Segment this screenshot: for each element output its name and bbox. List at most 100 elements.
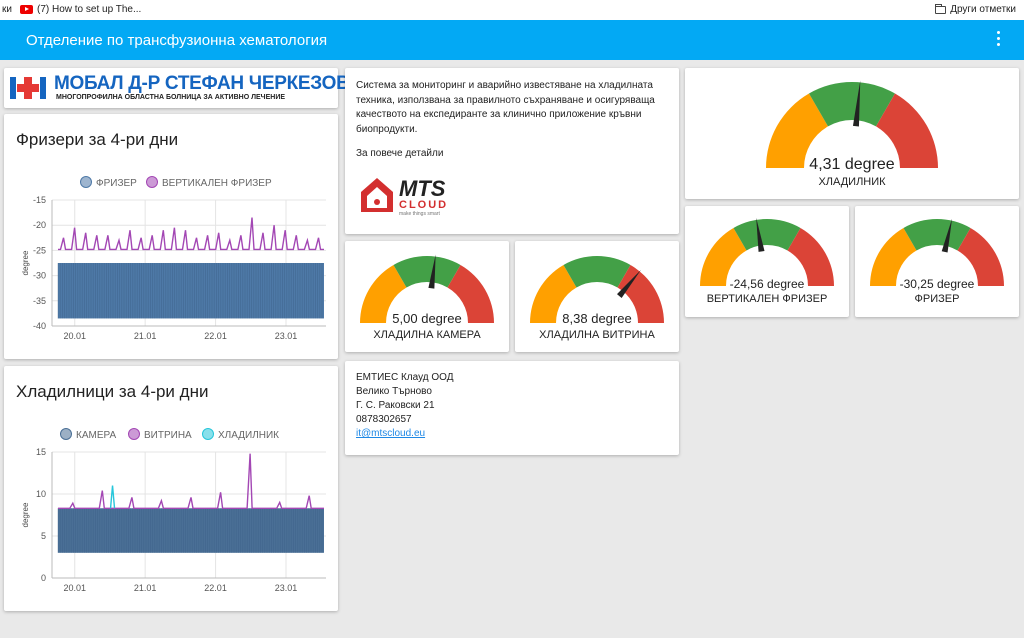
gauge-needle [428, 254, 436, 289]
gauge-segment-high [447, 264, 494, 323]
mts-brand-main: MTS [399, 176, 446, 201]
company-city: Велико Търново [356, 386, 432, 397]
gauge-needle [941, 218, 953, 253]
gauge-segment-mid [563, 256, 631, 288]
gauge-value: 4,31 degree [809, 156, 895, 173]
x-tick-label: 20.01 [63, 583, 86, 593]
gauge-value: -24,56 degree [729, 277, 805, 291]
chart-title: Фризери за 4-ри дни [16, 130, 179, 149]
fridges-chart-card: Хладилници за 4-ри дни КАМЕРА ВИТРИНА ХЛАД… [4, 366, 338, 611]
system-description: Система за мониторинг и аварийно известя… [356, 80, 655, 135]
gauge-needle [852, 80, 861, 127]
more-details-label: За повече детайли [356, 148, 444, 159]
gauge-value: -30,25 degree [899, 277, 975, 291]
chart-title: Хладилници за 4-ри дни [16, 382, 209, 401]
legend-label: ХЛАДИЛНИК [218, 430, 279, 441]
series-camera [58, 508, 324, 553]
gauge-label: ФРИЗЕР [914, 293, 960, 305]
company-phone: 0878302657 [356, 414, 412, 425]
gauge-vertical-freezer: -24,56 degree ВЕРТИКАЛЕН ФРИЗЕР [685, 206, 849, 317]
gauge-label: ВЕРТИКАЛЕН ФРИЗЕР [706, 293, 828, 305]
bookmark-fragment[interactable]: ки [2, 4, 12, 15]
y-tick-label: 15 [36, 447, 46, 457]
bookmark-other-folder[interactable]: Други отметки [935, 3, 1016, 15]
fridges-chart: КАМЕРА ВИТРИНА ХЛАДИЛНИК 15 10 5 0 20.01 21.01 22… [21, 428, 326, 593]
x-tick-label: 23.01 [275, 583, 298, 593]
gauge-cold-showcase: 8,38 degree ХЛАДИЛНА ВИТРИНА [515, 241, 679, 352]
freezers-chart: ФРИЗЕР ВЕРТИКАЛЕН ФРИЗЕР -15 -20 -25 -30 -35 -4… [21, 176, 326, 341]
legend-label: ФРИЗЕР [96, 178, 137, 189]
gauge-label: ХЛАДИЛНА КАМЕРА [373, 329, 481, 341]
contact-card: ЕМТИЕС Клауд ООД Велико Търново Г. С. Ра… [345, 361, 679, 455]
gauge-segment-mid [733, 219, 801, 251]
y-tick-label: -15 [33, 195, 46, 205]
gauge-fridge: 4,31 degree ХЛАДИЛНИК [685, 68, 1019, 199]
gauge-segment-low [360, 264, 407, 323]
gauge-label: ХЛАДИЛНИК [818, 176, 886, 188]
app-header: Отделение по трансфузионна хематология [0, 20, 1024, 60]
company-name: ЕМТИЕС Клауд ООД [356, 372, 454, 383]
y-tick-label: -30 [33, 271, 46, 281]
mts-brand-tagline: make things smart [399, 211, 440, 217]
bookmarks-bar: ки (7) How to set up The... Други отметк… [0, 0, 1024, 20]
mts-cloud-logo[interactable]: MTS CLOUD make things smart [357, 172, 487, 218]
series-fridge [109, 485, 116, 509]
gauge-segment-mid [809, 82, 895, 127]
y-tick-label: -20 [33, 220, 46, 230]
y-tick-label: -25 [33, 245, 46, 255]
legend-swatch [128, 428, 140, 440]
series-camera-texture [57, 508, 323, 553]
freezers-chart-card: Фризери за 4-ри дни ФРИЗЕР ВЕРТИКАЛЕН ФРИ… [4, 114, 338, 359]
series-vertical-freezer [57, 217, 325, 251]
y-tick-label: 0 [41, 573, 46, 583]
gauge-segment-low [530, 264, 577, 323]
folder-icon [935, 3, 947, 14]
company-address: Г. С. Раковски 21 [356, 400, 435, 411]
email-link[interactable]: it@mtscloud.eu [356, 428, 426, 439]
x-tick-label: 20.01 [63, 331, 86, 341]
bookmark-youtube[interactable]: (7) How to set up The... [20, 4, 141, 15]
y-tick-label: -40 [33, 321, 46, 331]
gauge-segment-low [766, 93, 828, 168]
y-axis-label: degree [21, 502, 30, 527]
gauge-segment-high [787, 227, 834, 286]
info-card: Система за мониторинг и аварийно известя… [345, 68, 679, 234]
gauge-value: 8,38 degree [562, 311, 632, 326]
gauge-needle [756, 217, 765, 252]
x-tick-label: 23.01 [275, 331, 298, 341]
y-tick-label: 5 [41, 531, 46, 541]
legend-label: ВИТРИНА [144, 430, 192, 441]
gauge-segment-low [870, 227, 917, 286]
x-tick-label: 22.01 [204, 583, 227, 593]
x-tick-label: 21.01 [134, 331, 157, 341]
hospital-name: МОБАЛ Д-Р СТЕФАН ЧЕРКЕЗОВ АД [54, 73, 382, 94]
y-tick-label: 10 [36, 489, 46, 499]
series-freezer [58, 263, 324, 319]
gauge-segment-high [876, 93, 938, 168]
gauge-freezer: -30,25 degree ФРИЗЕР [855, 206, 1019, 317]
gauge-label: ХЛАДИЛНА ВИТРИНА [539, 329, 655, 341]
hospital-subtitle: МНОГОПРОФИЛНА ОБЛАСТНА БОЛНИЦА ЗА АКТИВН… [56, 94, 286, 101]
legend-swatch [146, 176, 158, 188]
gauge-value: 5,00 degree [392, 311, 462, 326]
more-menu-icon[interactable] [996, 31, 1002, 49]
series-showcase [57, 453, 325, 510]
gauge-segment-mid [903, 219, 971, 251]
legend-swatch [80, 176, 92, 188]
gauge-segment-mid [393, 256, 461, 288]
series-freezer-texture [57, 263, 323, 319]
legend-label: КАМЕРА [76, 430, 116, 441]
hospital-logo-card: МОБАЛ Д-Р СТЕФАН ЧЕРКЕЗОВ АД МНОГОПРОФИЛ… [4, 68, 382, 108]
gauge-segment-high [957, 227, 1004, 286]
youtube-icon [20, 5, 33, 14]
y-axis-label: degree [21, 250, 30, 275]
legend-swatch [202, 428, 214, 440]
hospital-cross-icon [10, 77, 46, 99]
gauge-segment-high [617, 264, 664, 323]
page-title: Отделение по трансфузионна хематология [26, 32, 328, 49]
legend-label: ВЕРТИКАЛЕН ФРИЗЕР [162, 178, 272, 189]
gauge-cold-chamber: 5,00 degree ХЛАДИЛНА КАМЕРА [345, 241, 509, 352]
gauge-segment-low [700, 227, 747, 286]
gauge-needle [616, 269, 641, 298]
x-tick-label: 21.01 [134, 583, 157, 593]
